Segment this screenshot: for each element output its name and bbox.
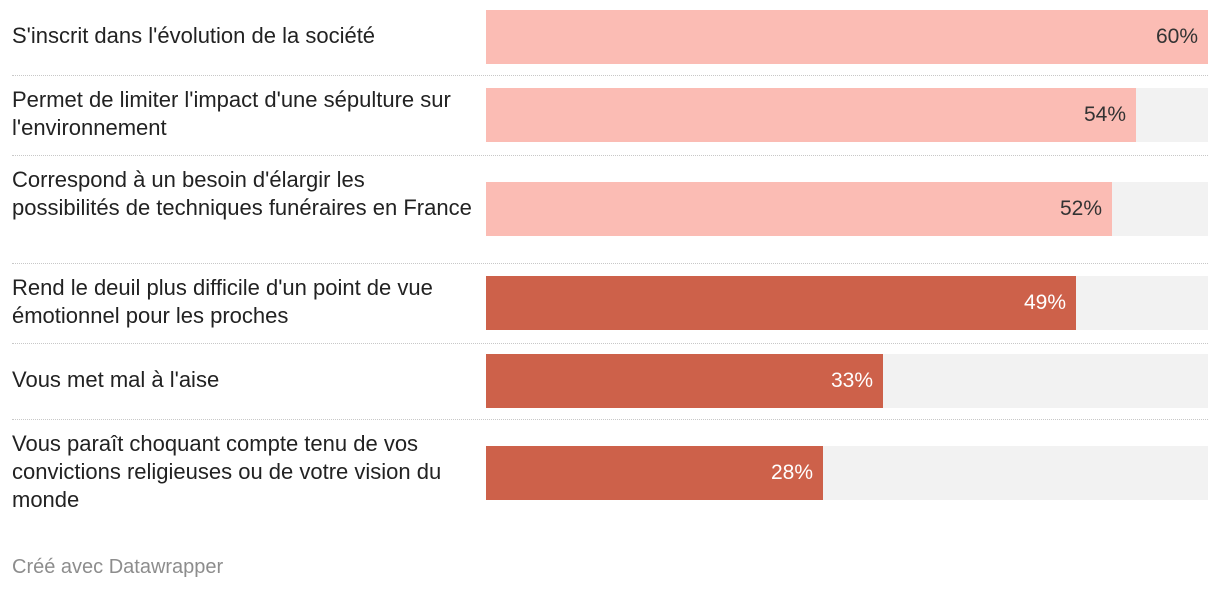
row-separator <box>12 343 1208 344</box>
row-label: Vous paraît choquant compte tenu de vos … <box>12 431 442 512</box>
row-separator <box>12 155 1208 156</box>
bar-track: 60% <box>486 10 1208 64</box>
value-label: 52% <box>1059 197 1102 220</box>
datawrapper-credit[interactable]: Créé avec Datawrapper <box>12 556 224 578</box>
bar: 49% <box>486 276 1076 330</box>
row-label: Permet de limiter l'impact d'une sépultu… <box>12 87 451 140</box>
bar: 33% <box>486 354 883 408</box>
bar-track: 33% <box>486 354 1208 408</box>
row-separator <box>12 419 1208 420</box>
bar: 60% <box>486 10 1208 64</box>
row-separator <box>12 263 1208 264</box>
bar-track: 28% <box>486 446 1208 500</box>
row-label: Correspond à un besoin d'élargir les pos… <box>12 167 472 220</box>
row-label: S'inscrit dans l'évolution de la société <box>12 23 376 48</box>
bar-track: 52% <box>486 182 1208 236</box>
value-label: 54% <box>1083 103 1126 126</box>
value-label: 33% <box>830 369 873 392</box>
bar-track: 49% <box>486 276 1208 330</box>
value-label: 28% <box>770 461 813 484</box>
row-separator <box>12 75 1208 76</box>
value-label: 60% <box>1155 25 1198 48</box>
bar-chart: S'inscrit dans l'évolution de la société… <box>12 10 1208 512</box>
value-label: 49% <box>1023 291 1066 314</box>
bar: 52% <box>486 182 1112 236</box>
row-label: Rend le deuil plus difficile d'un point … <box>12 275 433 328</box>
bar-track: 54% <box>486 88 1208 142</box>
bar: 28% <box>486 446 823 500</box>
bar: 54% <box>486 88 1136 142</box>
row-label: Vous met mal à l'aise <box>12 367 220 392</box>
